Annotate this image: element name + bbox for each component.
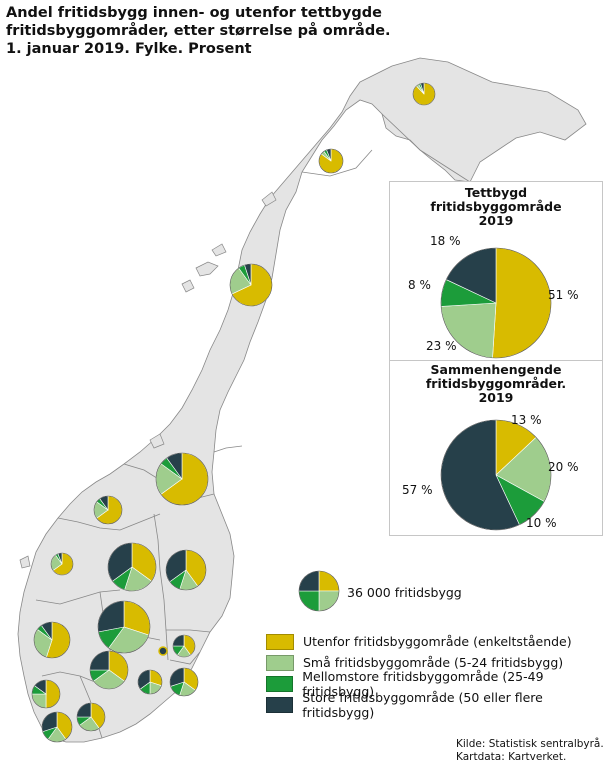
legend-swatch-mellom xyxy=(266,675,294,692)
inset1-pie-slice-utenfor xyxy=(492,247,552,359)
legend-item-sma: Små fritidsbyggområde (5-24 fritidsbygg) xyxy=(266,652,610,673)
lofoten-islands xyxy=(195,261,219,277)
inset2-pie-chart xyxy=(440,419,552,531)
county-pie-trondelag xyxy=(155,452,209,506)
chart-title: Andel fritidsbygg innen- og utenfor tett… xyxy=(6,4,391,58)
county-pie-hedmark-outline xyxy=(165,549,207,591)
source-note: Kilde: Statistisk sentralbyrå. Kartdata:… xyxy=(456,738,604,763)
county-border xyxy=(169,651,201,665)
county-pie-aust-agder-outline xyxy=(76,702,106,732)
county-pie-buskerud-outline xyxy=(97,600,151,654)
inset1-title-line-3: 2019 xyxy=(478,213,514,228)
county-pie-akershus xyxy=(172,634,196,658)
county-pie-nordland-outline xyxy=(229,263,273,307)
legend-item-store: Store fritidsbyggområde (50 eller flere … xyxy=(266,690,610,720)
county-border xyxy=(41,671,101,685)
county-pie-finnmark-outline xyxy=(412,82,436,106)
inset1-title-line-1: Tettbygd xyxy=(464,185,528,200)
county-pie-sogn-og-fjordane xyxy=(50,552,74,576)
title-line-1: Andel fritidsbygg innen- og utenfor tett… xyxy=(6,5,382,21)
legend-label-mellom: Mellomstore fritidsbyggområde (25-49 fri… xyxy=(302,668,544,699)
county-border xyxy=(213,445,243,453)
county-border xyxy=(57,513,161,531)
legend-swatch-utenfor xyxy=(266,633,294,650)
inset1-label-utenfor: 51 % xyxy=(548,288,579,302)
county-pie-trondelag-outline xyxy=(155,452,209,506)
county-pie-troms xyxy=(318,148,344,174)
coastal-island xyxy=(261,191,277,207)
county-border xyxy=(35,589,121,605)
inset2-title-line-2: fritidsbyggområder. xyxy=(425,376,567,391)
size-legend-label: 36 000 fritidsbygg xyxy=(347,585,462,600)
coastal-island xyxy=(211,243,227,257)
inset1-title: Tettbygd fritidsbyggområde 2019 xyxy=(390,186,602,228)
inset-sammenhengende: Sammenhengende fritidsbyggområder. 2019 … xyxy=(389,360,603,536)
county-pie-hordaland-outline xyxy=(33,621,71,659)
coastal-island xyxy=(19,555,31,569)
county-border xyxy=(381,113,471,183)
inset1-pie-chart xyxy=(440,247,552,359)
county-border xyxy=(153,513,169,661)
inset-tettbygd: Tettbygd fritidsbyggområde 2019 51 % 23 … xyxy=(389,181,603,361)
county-pie-vest-agder-outline xyxy=(41,711,73,743)
inset1-label-mellom: 8 % xyxy=(408,278,431,292)
legend: Utenfor fritidsbyggområde (enkeltstående… xyxy=(266,631,610,720)
title-line-3: 1. januar 2019. Fylke. Prosent xyxy=(6,41,252,57)
coastal-island xyxy=(149,433,165,449)
inset2-label-utenfor: 13 % xyxy=(511,413,542,427)
size-legend-pie-outline xyxy=(298,570,340,612)
source-line-2: Kartdata: Kartverket. xyxy=(456,750,567,763)
county-pie-oppland xyxy=(107,542,157,592)
legend-label-store: Store fritidsbyggområde (50 eller flere … xyxy=(302,689,543,720)
county-pie-finnmark xyxy=(412,82,436,106)
inset1-label-sma: 23 % xyxy=(426,339,457,353)
county-pie-vestfold xyxy=(137,669,163,695)
county-border xyxy=(166,629,211,633)
legend-swatch-sma xyxy=(266,654,294,671)
oslo-marker xyxy=(158,646,168,656)
county-pie-oppland-outline xyxy=(107,542,157,592)
legend-swatch-store xyxy=(266,696,294,713)
county-pie-telemark-outline xyxy=(89,650,129,690)
county-pie-more-og-romsdal-outline xyxy=(93,495,123,525)
inset1-label-store: 18 % xyxy=(430,234,461,248)
inset1-title-line-2: fritidsbyggområde xyxy=(430,199,562,214)
county-pie-hordaland xyxy=(33,621,71,659)
county-pie-troms-outline xyxy=(318,148,344,174)
county-pie-akershus-outline xyxy=(172,634,196,658)
inset2-label-sma: 20 % xyxy=(548,460,579,474)
county-pie-rogaland xyxy=(31,679,61,709)
county-pie-aust-agder xyxy=(76,702,106,732)
size-legend-pie xyxy=(298,570,340,612)
county-pie-buskerud xyxy=(97,600,151,654)
county-pie-vest-agder xyxy=(41,711,73,743)
county-pie-more-og-romsdal xyxy=(93,495,123,525)
county-pie-sogn-og-fjordane-outline xyxy=(50,552,74,576)
inset2-title-line-3: 2019 xyxy=(478,390,514,405)
inset2-label-store: 57 % xyxy=(402,483,433,497)
legend-label-utenfor: Utenfor fritidsbyggområde (enkeltstående… xyxy=(303,634,572,649)
county-pies xyxy=(31,82,436,743)
inset2-title: Sammenhengende fritidsbyggområder. 2019 xyxy=(390,363,602,405)
source-line-1: Kilde: Statistisk sentralbyrå. xyxy=(456,738,604,750)
legend-label-sma: Små fritidsbyggområde (5-24 fritidsbygg) xyxy=(303,655,564,670)
inset2-title-line-1: Sammenhengende xyxy=(430,362,562,377)
legend-item-utenfor: Utenfor fritidsbyggområde (enkeltstående… xyxy=(266,631,610,652)
county-pie-ostfold-outline xyxy=(169,667,199,697)
county-pie-hedmark xyxy=(165,549,207,591)
county-pie-nordland xyxy=(229,263,273,307)
county-border xyxy=(301,149,373,177)
county-pie-telemark xyxy=(89,650,129,690)
inset2-pie-outline xyxy=(440,419,552,531)
coastal-island xyxy=(181,279,195,293)
inset2-label-mellom: 10 % xyxy=(526,516,557,530)
county-pie-rogaland-outline xyxy=(31,679,61,709)
county-pie-vestfold-outline xyxy=(137,669,163,695)
county-pie-ostfold xyxy=(169,667,199,697)
title-line-2: fritidsbyggområder, etter størrelse på o… xyxy=(6,23,391,39)
inset1-pie-outline xyxy=(440,247,552,359)
legend-item-mellom: Mellomstore fritidsbyggområde (25-49 fri… xyxy=(266,669,610,699)
